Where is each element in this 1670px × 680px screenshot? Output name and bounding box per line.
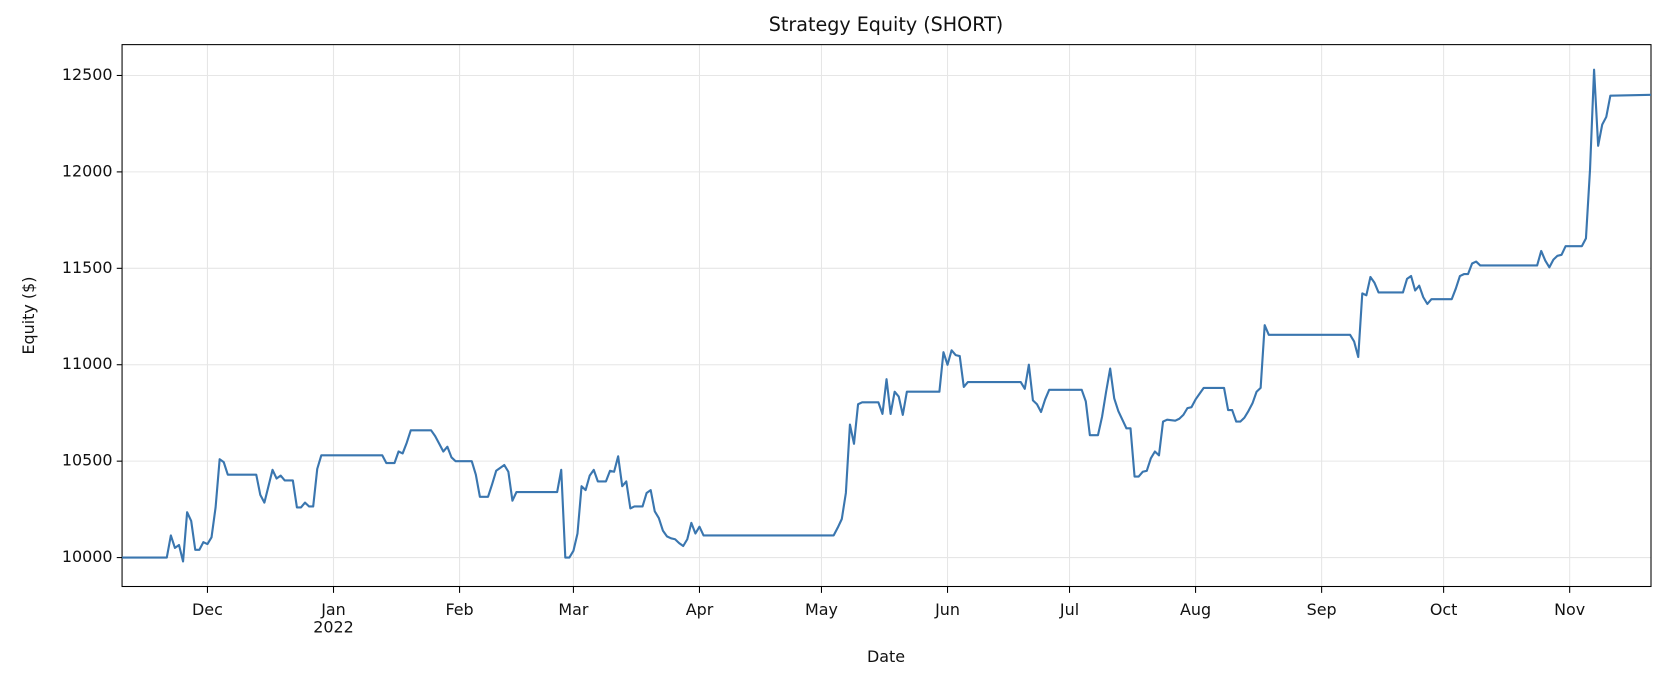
y-tick-label: 12000 [62,161,113,180]
y-axis-label: Equity ($) [19,277,38,355]
x-tick-label: Aug [1180,600,1211,619]
x-tick-label: Sep [1307,600,1337,619]
x-tick-label: Jun [934,600,960,619]
x-tick-label: Nov [1554,600,1585,619]
y-tick-label: 10500 [62,451,113,470]
x-tick-label: Feb [445,600,473,619]
x-tick-label: Jan 2022 [313,600,354,637]
y-tick-label: 12500 [62,65,113,84]
equity-line [122,68,1652,563]
x-tick-label: May [805,600,838,619]
x-axis-label: Date [867,647,905,666]
x-tick-label: Mar [558,600,588,619]
x-tick-label: Jul [1059,600,1079,619]
y-tick-label: 11000 [62,354,113,373]
chart-title: Strategy Equity (SHORT) [769,13,1003,36]
x-tick-label: Apr [686,600,714,619]
y-tick-label: 11500 [62,258,113,277]
x-tick-label: Dec [192,600,223,619]
x-tick-label: Oct [1430,600,1458,619]
plot-frame [121,44,1652,588]
y-tick-label: 10000 [62,547,113,566]
